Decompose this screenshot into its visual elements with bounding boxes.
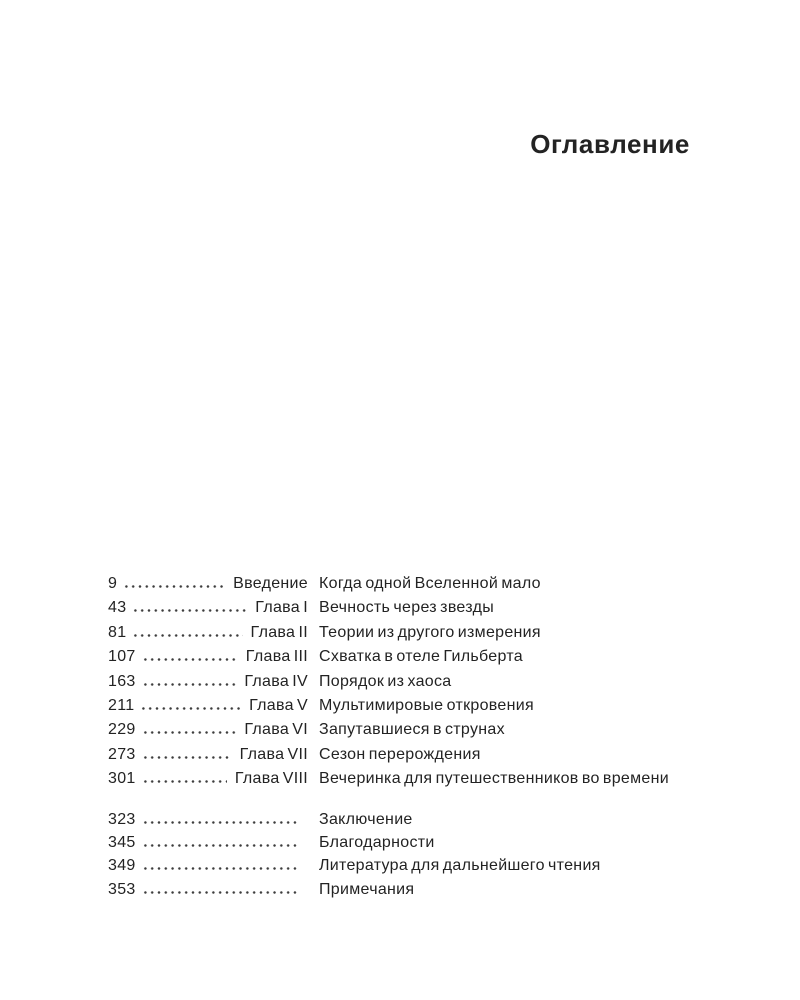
toc-chapter-title: Вечность через звезды	[319, 599, 495, 617]
toc-page-number: 43	[108, 599, 127, 617]
dotted-leader	[132, 609, 248, 613]
dotted-leader	[141, 780, 227, 784]
toc-entry: 107 Глава III Схватка в отеле Гильберта	[108, 645, 690, 669]
toc-entry-left: 345	[108, 831, 308, 854]
toc-entry-left: 353	[108, 878, 308, 901]
toc-section-title: Литература для дальнейшего чтения	[319, 857, 601, 875]
toc-entry: 163 Глава IV Порядок из хаоса	[108, 670, 690, 694]
toc-section-title: Заключение	[319, 810, 413, 828]
dotted-leader	[141, 731, 237, 735]
toc-page-number: 81	[108, 623, 127, 641]
toc-chapter-label: Введение	[233, 575, 308, 592]
toc-entry-left: 349	[108, 854, 308, 877]
toc-section-title: Примечания	[319, 880, 415, 898]
toc-page-number: 349	[108, 857, 136, 875]
dotted-leader	[141, 820, 300, 824]
toc-chapter-label: Глава III	[245, 648, 308, 666]
toc-page-number: 323	[108, 810, 136, 828]
toc-chapter-label: Глава VII	[239, 745, 308, 763]
toc-entry-left: 211 Глава V	[108, 694, 308, 718]
toc-chapter-title: Когда одной Вселенной мало	[319, 575, 541, 592]
toc-page-number: 107	[108, 648, 136, 666]
dotted-leader	[141, 890, 300, 894]
dotted-leader	[141, 682, 237, 686]
toc-entry-left: 229 Глава VI	[108, 718, 308, 742]
toc-entry-left: 43 Глава I	[108, 596, 308, 620]
dotted-leader	[140, 706, 242, 710]
toc-chapter-label: Глава V	[249, 696, 308, 714]
toc-section-title: Благодарности	[319, 833, 435, 851]
toc-entry-left: 301 Глава VIII	[108, 767, 308, 791]
dotted-leader	[141, 867, 300, 871]
toc-chapter-title: Мультимировые откровения	[319, 696, 534, 714]
toc-entry-left: 163 Глава IV	[108, 670, 308, 694]
toc-chapter-label: Глава IV	[244, 672, 308, 690]
toc-entry: 81 Глава II Теории из другого измерения	[108, 621, 690, 645]
toc-chapter-title: Вечеринка для путешественников во времен…	[319, 770, 669, 788]
toc-page-number: 229	[108, 721, 136, 739]
toc-chapter-label: Глава I	[255, 599, 308, 617]
toc-chapter-title: Запутавшиеся в струнах	[319, 721, 505, 739]
dotted-leader	[141, 843, 300, 847]
toc-entry: 211 Глава V Мультимировые откровения	[108, 694, 690, 718]
toc-chapter-list: 9 Введение Когда одной Вселенной мало 43…	[108, 572, 690, 792]
toc-page-number: 211	[108, 696, 135, 714]
toc-chapter-label: Глава II	[250, 623, 308, 641]
toc-entry-left: 107 Глава III	[108, 645, 308, 669]
toc-backmatter-list: 323 Заключение 345 Благодарности 349 Лит…	[108, 808, 690, 902]
page-title: Оглавление	[530, 129, 690, 160]
dotted-leader	[123, 585, 226, 588]
toc-entry: 345 Благодарности	[108, 831, 690, 854]
toc-entry: 323 Заключение	[108, 808, 690, 831]
toc-entry: 9 Введение Когда одной Вселенной мало	[108, 572, 690, 596]
toc-chapter-title: Теории из другого измерения	[319, 623, 541, 641]
toc-chapter-label: Глава VIII	[234, 770, 308, 788]
toc-entry: 229 Глава VI Запутавшиеся в струнах	[108, 718, 690, 742]
toc-entry: 273 Глава VII Сезон перерождения	[108, 743, 690, 767]
toc-entry-left: 9 Введение	[108, 572, 308, 596]
toc-page-number: 163	[108, 672, 136, 690]
toc-entry: 349 Литература для дальнейшего чтения	[108, 854, 690, 877]
toc-chapter-label: Глава VI	[244, 721, 308, 739]
toc-entry-left: 323	[108, 808, 308, 831]
dotted-leader	[132, 633, 243, 637]
toc-chapter-title: Сезон перерождения	[319, 745, 481, 763]
toc-page-number: 301	[108, 770, 136, 788]
toc-entry: 301 Глава VIII Вечеринка для путешествен…	[108, 767, 690, 791]
table-of-contents: 9 Введение Когда одной Вселенной мало 43…	[108, 572, 690, 901]
toc-entry-left: 81 Глава II	[108, 621, 308, 645]
toc-page-number: 353	[108, 880, 136, 898]
dotted-leader	[141, 658, 238, 662]
toc-entry: 43 Глава I Вечность через звезды	[108, 596, 690, 620]
toc-page-number: 9	[108, 575, 118, 592]
toc-chapter-title: Порядок из хаоса	[319, 672, 452, 690]
dotted-leader	[141, 755, 232, 759]
toc-page-number: 273	[108, 745, 136, 763]
toc-entry: 353 Примечания	[108, 878, 690, 901]
toc-entry-left: 273 Глава VII	[108, 743, 308, 767]
toc-chapter-title: Схватка в отеле Гильберта	[319, 648, 523, 666]
toc-page-number: 345	[108, 833, 136, 851]
